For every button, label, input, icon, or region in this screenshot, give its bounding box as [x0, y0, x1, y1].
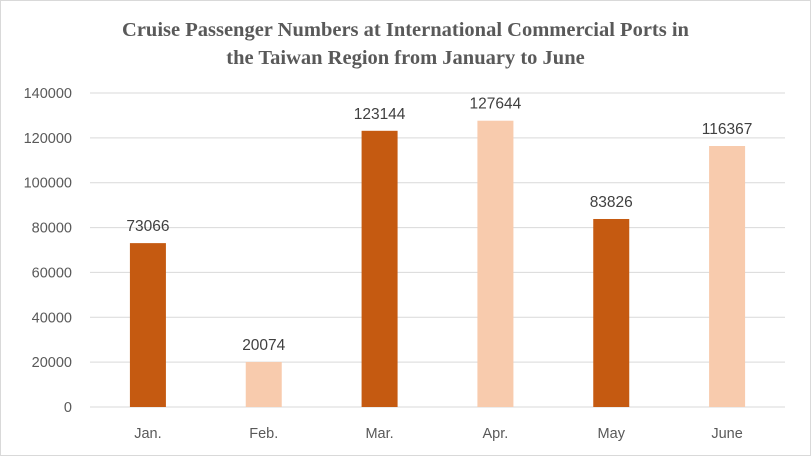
data-label: 123144	[354, 106, 406, 123]
chart-title-line-2: the Taiwan Region from January to June	[226, 47, 585, 69]
y-tick-label: 60000	[32, 265, 72, 281]
y-tick-label: 0	[64, 400, 72, 416]
x-tick-label: Mar.	[365, 426, 393, 442]
data-label: 83826	[590, 194, 633, 211]
chart-title: Cruise Passenger Numbers at Internationa…	[0, 16, 811, 72]
bar	[477, 120, 514, 408]
x-tick-label: June	[711, 426, 742, 442]
y-tick-label: 100000	[24, 176, 72, 192]
bar	[245, 361, 282, 407]
y-tick-label: 120000	[24, 131, 72, 147]
x-tick-label: Apr.	[483, 426, 509, 442]
chart-title-line-1: Cruise Passenger Numbers at Internationa…	[122, 19, 689, 41]
x-tick-label: May	[598, 426, 626, 442]
y-tick-label: 80000	[32, 221, 72, 237]
data-label: 73066	[126, 218, 169, 235]
y-tick-label: 40000	[32, 310, 72, 326]
data-label: 20074	[242, 337, 285, 354]
y-tick-label: 20000	[32, 355, 72, 371]
bar	[593, 218, 630, 407]
x-tick-label: Feb.	[249, 426, 278, 442]
bar	[709, 146, 746, 408]
bar	[129, 243, 166, 407]
x-tick-label: Jan.	[134, 426, 161, 442]
data-label: 116367	[702, 121, 753, 138]
bar	[361, 130, 398, 407]
y-tick-label: 140000	[24, 86, 72, 102]
data-label: 127644	[470, 96, 522, 113]
